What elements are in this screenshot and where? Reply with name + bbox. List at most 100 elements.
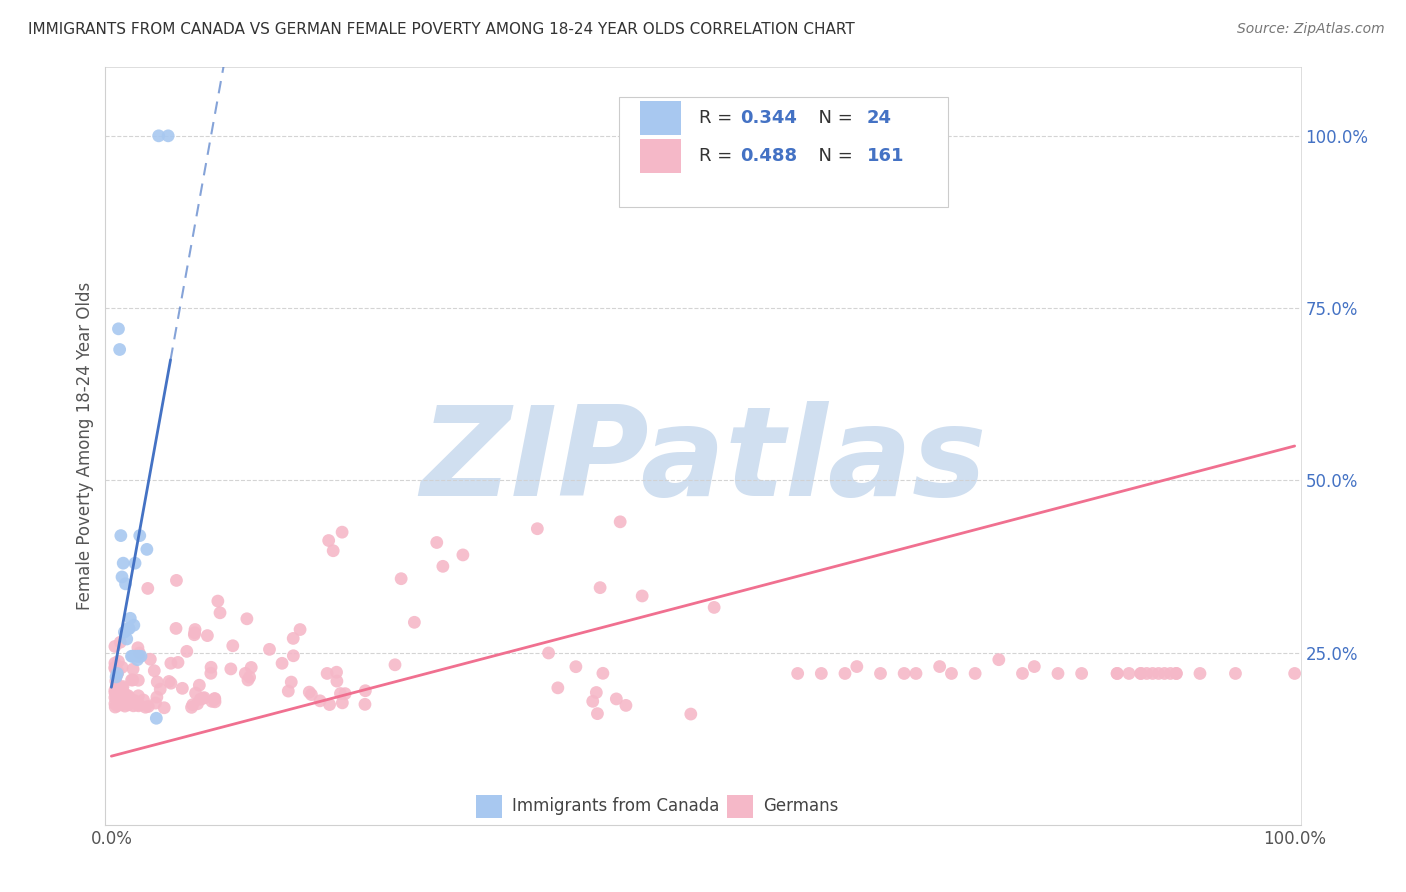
Text: N =: N = <box>807 147 859 165</box>
Point <box>180 700 202 714</box>
Point <box>1046 666 1069 681</box>
Point <box>121 649 143 664</box>
Point <box>389 572 412 586</box>
Point <box>157 128 180 143</box>
Point <box>325 665 347 680</box>
Point <box>143 664 166 678</box>
Text: 0.488: 0.488 <box>740 147 797 165</box>
Point <box>104 640 127 654</box>
Point <box>928 659 950 673</box>
Point <box>904 666 927 681</box>
Point <box>197 629 219 643</box>
Point <box>1159 666 1181 681</box>
Point <box>104 656 127 670</box>
Point <box>183 625 205 640</box>
Point <box>165 574 187 588</box>
Point <box>172 681 194 696</box>
Point <box>965 666 987 681</box>
Bar <box>727 795 754 818</box>
Point <box>122 618 145 632</box>
Point <box>236 673 259 687</box>
Point <box>146 690 169 704</box>
Point <box>1284 666 1306 681</box>
Point <box>426 535 449 549</box>
Point <box>122 698 145 713</box>
Point <box>1136 666 1159 681</box>
Point <box>186 697 208 711</box>
Bar <box>640 101 682 136</box>
Point <box>330 696 353 710</box>
Point <box>316 666 339 681</box>
Point <box>309 694 332 708</box>
Point <box>139 652 162 666</box>
Text: 0.344: 0.344 <box>740 109 797 127</box>
Point <box>111 686 134 700</box>
Point <box>280 675 302 690</box>
Point <box>1147 666 1170 681</box>
Point <box>318 698 340 712</box>
Point <box>108 343 131 357</box>
Point <box>1011 666 1033 681</box>
Point <box>1024 659 1046 673</box>
Point <box>204 695 226 709</box>
Point <box>585 685 607 699</box>
Point <box>1153 666 1175 681</box>
Point <box>167 656 190 670</box>
Point <box>1118 666 1140 681</box>
Point <box>239 670 262 684</box>
Point <box>233 666 256 681</box>
Point <box>153 700 176 714</box>
Point <box>112 625 135 640</box>
Point <box>117 698 139 712</box>
Point <box>124 556 146 570</box>
Point <box>118 622 141 636</box>
Point <box>110 690 132 704</box>
Point <box>190 692 212 706</box>
Point <box>451 548 474 562</box>
Point <box>1070 666 1092 681</box>
Point <box>703 600 725 615</box>
Point <box>145 696 167 710</box>
Point <box>112 556 135 570</box>
Point <box>565 659 588 673</box>
Point <box>184 623 207 637</box>
Point <box>201 694 224 708</box>
Point <box>104 673 127 688</box>
Point <box>208 606 231 620</box>
Point <box>834 666 856 681</box>
Point <box>283 648 305 663</box>
Point <box>1129 666 1152 681</box>
Point <box>277 684 299 698</box>
Point <box>105 666 128 681</box>
Point <box>586 706 609 721</box>
Point <box>810 666 832 681</box>
Point <box>184 686 207 700</box>
Point <box>987 653 1010 667</box>
Point <box>128 698 150 713</box>
Point <box>114 687 136 701</box>
Point <box>128 528 150 542</box>
Point <box>110 698 132 712</box>
Point <box>200 666 222 681</box>
Text: Immigrants from Canada: Immigrants from Canada <box>512 797 718 815</box>
Point <box>219 662 242 676</box>
Bar <box>475 795 502 818</box>
Point <box>110 635 132 649</box>
Point <box>127 640 149 655</box>
Point <box>105 691 128 706</box>
Text: R =: R = <box>699 147 738 165</box>
Point <box>582 694 605 708</box>
Point <box>107 695 129 709</box>
Point <box>105 667 128 681</box>
Point <box>117 622 139 636</box>
Point <box>127 689 149 703</box>
Point <box>271 657 294 671</box>
Point <box>105 679 128 693</box>
Point <box>149 682 172 697</box>
Text: 24: 24 <box>866 109 891 127</box>
Point <box>326 674 349 689</box>
Point <box>318 533 340 548</box>
Point <box>128 646 150 660</box>
Point <box>176 644 198 658</box>
Point <box>188 678 211 692</box>
